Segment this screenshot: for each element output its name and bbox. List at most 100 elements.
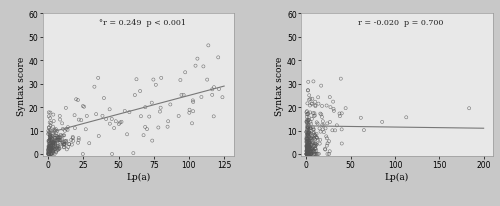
Point — [326, 96, 334, 99]
Point — [316, 142, 324, 146]
Point — [52, 132, 60, 135]
Point — [304, 81, 312, 84]
Point — [59, 128, 67, 131]
Point — [48, 141, 56, 144]
Point — [55, 147, 63, 151]
Point — [72, 98, 80, 101]
Point — [310, 132, 318, 135]
Point — [304, 126, 312, 129]
Point — [303, 143, 311, 147]
Point — [46, 152, 54, 156]
Point — [305, 147, 313, 151]
Point — [303, 153, 311, 156]
Point — [137, 115, 145, 118]
Point — [304, 125, 312, 129]
Point — [303, 113, 311, 116]
Point — [402, 116, 410, 119]
Point — [312, 144, 320, 147]
Point — [52, 128, 60, 131]
Point — [302, 137, 310, 141]
Point — [52, 143, 60, 146]
Point — [318, 128, 326, 131]
Point — [60, 146, 68, 149]
Point — [44, 149, 52, 152]
Point — [316, 130, 324, 134]
Point — [60, 141, 68, 144]
Point — [56, 115, 64, 118]
Point — [178, 94, 186, 97]
Point — [156, 107, 164, 110]
Point — [310, 149, 318, 152]
Point — [310, 153, 318, 156]
Point — [336, 112, 344, 116]
Point — [307, 127, 315, 130]
Point — [302, 138, 310, 141]
Point — [45, 153, 53, 156]
Point — [316, 127, 324, 130]
Y-axis label: Syntax score: Syntax score — [17, 56, 26, 115]
Point — [360, 129, 368, 132]
Point — [46, 111, 54, 115]
Point — [306, 146, 314, 149]
Point — [166, 103, 174, 107]
Point — [305, 131, 313, 134]
Point — [323, 122, 331, 125]
Point — [304, 151, 312, 155]
Point — [322, 148, 330, 151]
Point — [338, 112, 345, 115]
Point — [306, 149, 314, 152]
Point — [304, 152, 312, 155]
Point — [50, 133, 58, 136]
Point — [48, 139, 56, 142]
Point — [46, 142, 54, 145]
Point — [71, 127, 79, 130]
Point — [310, 145, 318, 148]
Point — [63, 148, 71, 151]
Point — [48, 149, 56, 152]
Point — [306, 150, 314, 153]
Point — [44, 149, 52, 152]
Point — [310, 153, 318, 156]
Point — [47, 144, 55, 147]
Point — [312, 121, 320, 124]
Point — [313, 136, 321, 140]
Point — [302, 140, 310, 143]
Point — [304, 139, 312, 143]
Point — [118, 121, 126, 124]
Point — [465, 107, 473, 110]
Point — [62, 107, 70, 110]
Point — [47, 147, 55, 151]
Point — [304, 120, 312, 123]
Point — [102, 118, 110, 121]
Point — [306, 98, 314, 101]
Point — [304, 150, 312, 153]
Point — [45, 145, 53, 148]
Point — [303, 116, 311, 119]
Point — [357, 117, 365, 120]
Point — [47, 153, 55, 156]
Point — [312, 147, 320, 150]
Point — [74, 137, 82, 140]
Point — [308, 137, 316, 140]
Point — [200, 66, 207, 69]
Point — [45, 152, 53, 155]
Point — [316, 138, 324, 142]
Point — [54, 147, 62, 150]
Point — [318, 105, 326, 108]
Point — [303, 153, 311, 156]
Point — [44, 139, 52, 143]
Point — [304, 145, 312, 148]
Point — [69, 139, 77, 143]
Point — [53, 139, 61, 142]
Point — [308, 143, 316, 146]
Point — [303, 118, 311, 122]
Point — [46, 138, 54, 141]
Point — [304, 133, 312, 137]
Point — [304, 144, 312, 147]
Point — [305, 140, 313, 144]
Point — [305, 145, 313, 148]
Point — [47, 136, 55, 139]
Point — [50, 130, 58, 133]
Point — [174, 115, 182, 118]
Point — [312, 136, 320, 139]
